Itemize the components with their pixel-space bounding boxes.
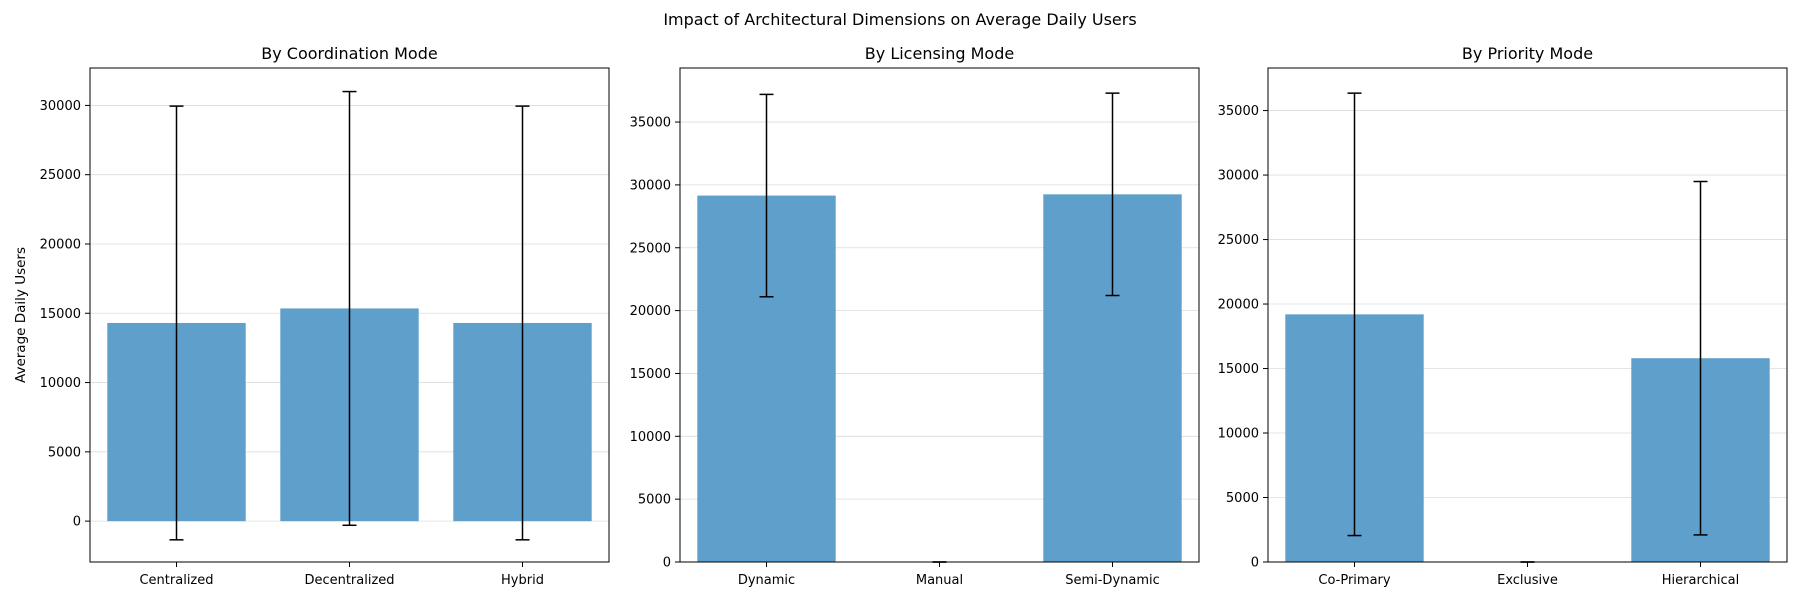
y-tick-label: 35000 [1218, 104, 1259, 119]
y-tick-label: 10000 [630, 430, 671, 445]
y-tick-label: 5000 [1226, 491, 1259, 506]
y-tick-label: 25000 [1218, 233, 1259, 248]
x-tick-label: Exclusive [1497, 573, 1558, 588]
x-tick-label: Decentralized [304, 573, 394, 588]
y-tick-label: 30000 [630, 178, 671, 193]
y-tick-label: 30000 [1218, 169, 1259, 184]
panel-title: By Coordination Mode [261, 44, 437, 63]
x-tick-label: Dynamic [738, 573, 795, 588]
error-bar [169, 105, 184, 541]
error-bar [1105, 92, 1120, 297]
y-tick-label: 35000 [630, 116, 671, 131]
y-axis-label: Average Daily Users [13, 247, 29, 383]
x-tick-label: Hierarchical [1662, 573, 1739, 588]
x-tick-label: Co-Primary [1318, 573, 1391, 588]
y-tick-label: 0 [1251, 556, 1259, 571]
y-tick-label: 15000 [630, 367, 671, 382]
x-tick-label: Hybrid [501, 573, 544, 588]
error-bar [1693, 180, 1708, 536]
error-bar [515, 105, 530, 541]
figure-title: Impact of Architectural Dimensions on Av… [663, 10, 1136, 29]
y-tick-label: 5000 [638, 493, 671, 508]
chart-panel-2: 0 5000 10000 15000 20000 25000 30000 35000 Dynam… [630, 44, 1200, 588]
y-tick-label: 10000 [40, 376, 81, 391]
panel-title: By Priority Mode [1462, 44, 1593, 63]
error-bar [1347, 92, 1362, 537]
x-tick-label: Semi-Dynamic [1065, 573, 1160, 588]
y-tick-label: 15000 [40, 307, 81, 322]
y-tick-label: 15000 [1218, 362, 1259, 377]
y-tick-label: 25000 [630, 241, 671, 256]
y-tick-label: 25000 [40, 168, 81, 183]
panel-title: By Licensing Mode [865, 44, 1014, 63]
y-tick-label: 20000 [1218, 298, 1259, 313]
x-tick-label: Manual [916, 573, 963, 588]
y-tick-label: 10000 [1218, 427, 1259, 442]
y-tick-label: 20000 [630, 304, 671, 319]
error-bar [759, 93, 774, 298]
y-tick-label: 0 [73, 515, 81, 530]
y-tick-label: 5000 [48, 445, 81, 460]
x-tick-label: Centralized [139, 573, 213, 588]
y-tick-label: 30000 [40, 99, 81, 114]
y-tick-label: 0 [663, 556, 671, 571]
error-bar [342, 90, 357, 527]
y-tick-label: 20000 [40, 237, 81, 252]
chart-panel-3: 0 5000 10000 15000 20000 25000 30000 35000 Co-Pr… [1218, 44, 1788, 588]
chart-panel-1: 0 5000 10000 15000 20000 25000 30000 Centralize… [13, 44, 610, 588]
